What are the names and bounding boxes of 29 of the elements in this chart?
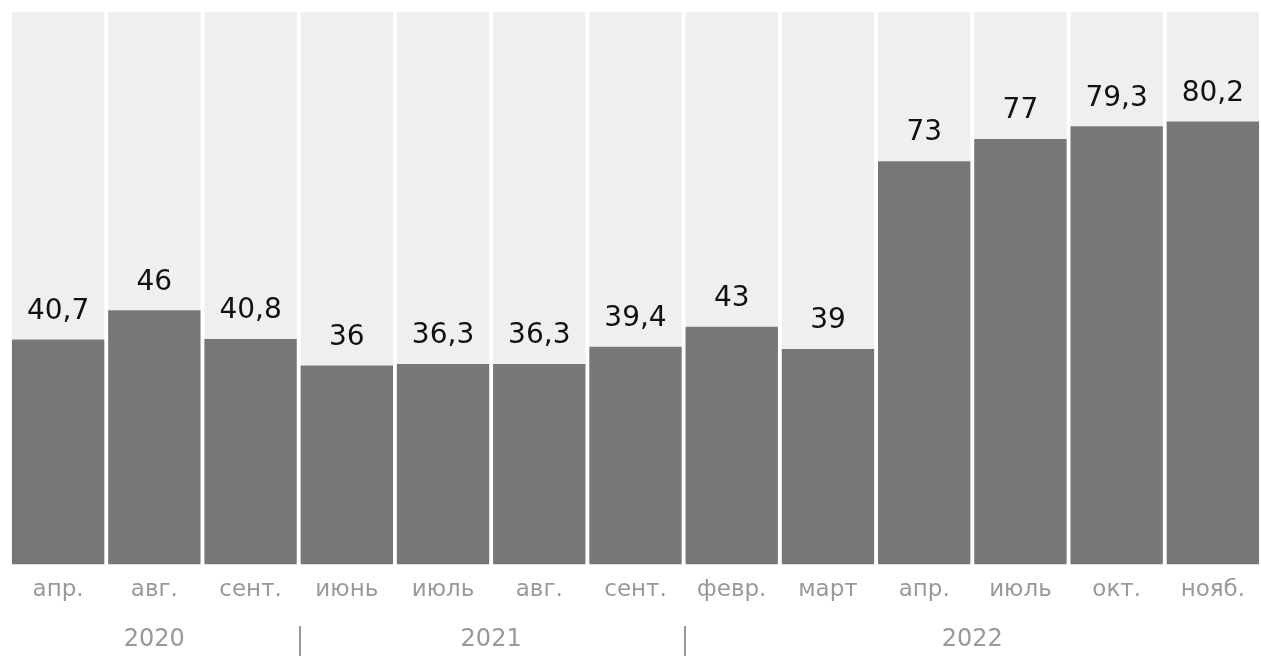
x-tick-label: июль bbox=[989, 575, 1052, 602]
text: 2020 bbox=[123, 624, 185, 652]
x-tick-label: февр. bbox=[697, 575, 767, 602]
x-tick-label: авг. bbox=[130, 575, 178, 602]
x-tick-label: окт. bbox=[1092, 575, 1141, 602]
x-tick-label: апр. bbox=[898, 575, 950, 602]
x-tick-label: июль bbox=[411, 575, 475, 602]
data-label: 77 bbox=[1002, 92, 1039, 126]
data-label: 36,3 bbox=[411, 317, 475, 351]
x-tick-label: апр. bbox=[32, 575, 84, 602]
data-label: 36,3 bbox=[508, 317, 571, 351]
data-label: 39 bbox=[810, 302, 846, 336]
data-label: 39,4 bbox=[604, 300, 667, 334]
data-label: 40,8 bbox=[219, 292, 282, 326]
data-label: 46 bbox=[136, 263, 173, 297]
data-label: 79,3 bbox=[1085, 79, 1148, 113]
x-tick-label: сент. bbox=[604, 575, 667, 602]
x-tick-label: июнь bbox=[315, 575, 379, 602]
data-label: 73 bbox=[906, 114, 943, 148]
data-label: 43 bbox=[713, 280, 750, 314]
x-tick-label: авг. bbox=[515, 575, 563, 602]
data-label: 80,2 bbox=[1181, 74, 1245, 108]
data-label: 36 bbox=[328, 318, 365, 352]
data-label: 40,7 bbox=[26, 292, 90, 326]
text: 2022 bbox=[941, 624, 1003, 652]
text: 2021 bbox=[460, 624, 522, 652]
x-tick-label: сент. bbox=[219, 575, 282, 602]
x-tick-label: нояб. bbox=[1180, 575, 1246, 602]
x-tick-label: март bbox=[798, 575, 858, 602]
